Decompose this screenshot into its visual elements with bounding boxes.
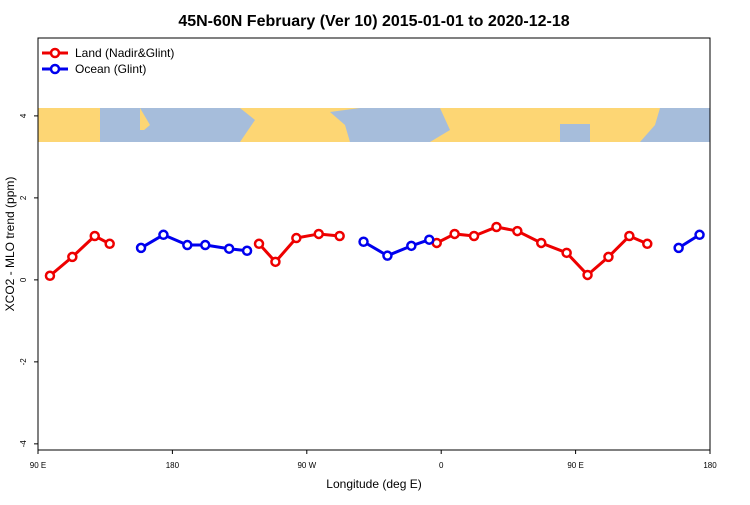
point (67, 251, 78, 263)
legend-marker (49, 47, 61, 59)
point (642, 238, 653, 250)
point (536, 237, 547, 249)
x-tick-label: 0 (439, 461, 444, 470)
point (673, 242, 684, 254)
y-tick-label: 0 (19, 277, 28, 282)
point (382, 250, 393, 261)
point (512, 225, 523, 237)
x-tick-label: 90 E (567, 461, 583, 470)
point (44, 270, 56, 282)
plot-frame (37, 37, 711, 451)
legend-label: Land (Nadir&Glint) (75, 46, 174, 60)
y-axis-label: XCO2 - MLO trend (ppm) (3, 177, 17, 312)
x-tick-label: 90 E (30, 461, 46, 470)
x-tick-label: 180 (703, 461, 717, 470)
point (291, 232, 302, 244)
point (158, 229, 169, 241)
series-line (362, 238, 430, 258)
legend-label: Ocean (Glint) (75, 62, 146, 76)
point (313, 228, 324, 240)
y-tick-label: -2 (19, 358, 28, 366)
point (694, 229, 705, 241)
point (270, 256, 281, 268)
point (424, 234, 435, 245)
point (253, 238, 265, 250)
legend-marker (49, 63, 61, 75)
point (491, 221, 502, 233)
point (582, 269, 593, 281)
point (200, 239, 211, 251)
point (241, 245, 253, 257)
point (135, 242, 147, 254)
x-axis-label: Longitude (deg E) (326, 477, 421, 491)
x-tick-label: 90 W (297, 461, 316, 470)
point (334, 230, 345, 242)
point (182, 239, 193, 251)
point (624, 230, 635, 242)
series-line (436, 225, 648, 278)
x-tick-label: 180 (166, 461, 180, 470)
point (603, 251, 614, 263)
series-line (48, 234, 111, 277)
point (104, 238, 115, 250)
y-tick-label: 4 (19, 113, 28, 118)
point (561, 247, 572, 259)
y-tick-label: 2 (19, 195, 28, 200)
y-tick-label: -4 (19, 440, 28, 448)
point (468, 230, 480, 242)
point (358, 236, 369, 247)
point (223, 243, 235, 254)
point (406, 240, 417, 252)
map-band (38, 108, 710, 142)
point (449, 228, 460, 240)
point (89, 230, 100, 242)
chart-title: 45N-60N February (Ver 10) 2015-01-01 to … (178, 13, 569, 30)
